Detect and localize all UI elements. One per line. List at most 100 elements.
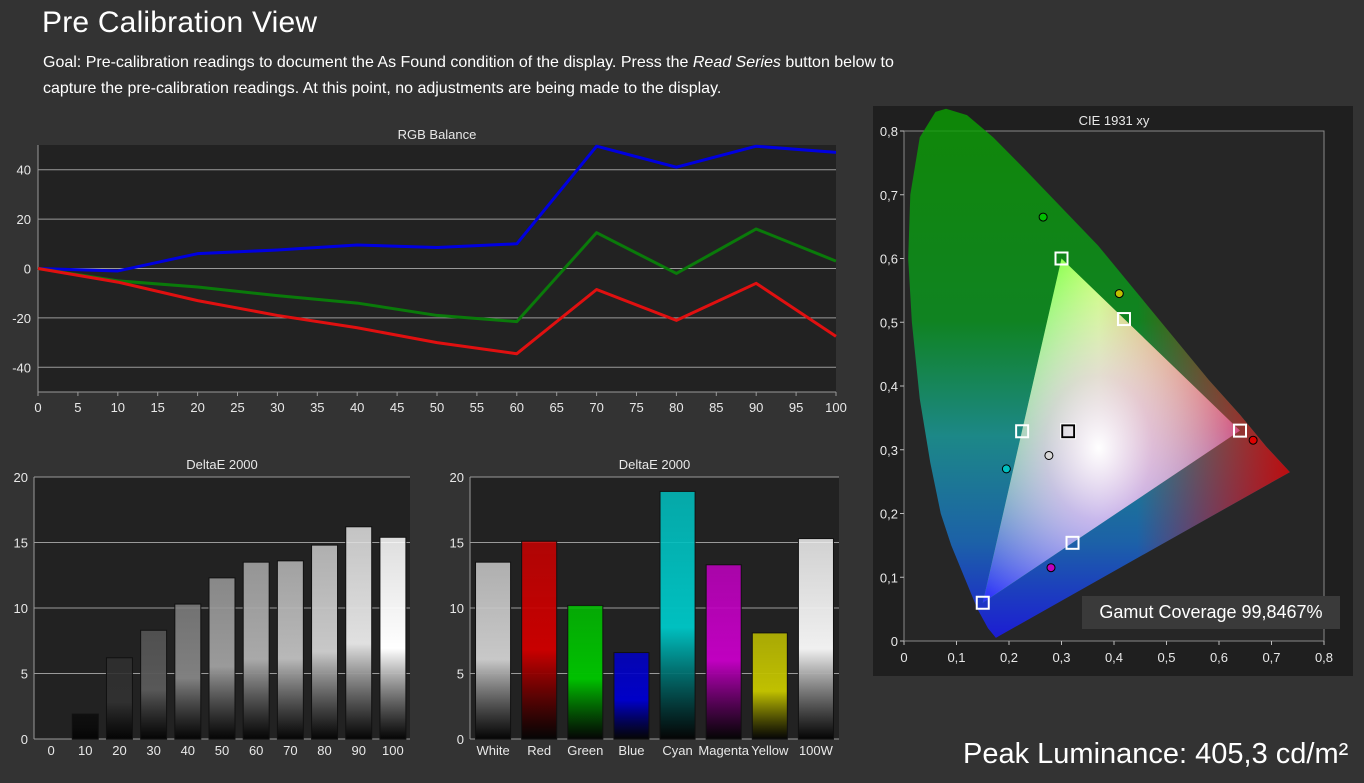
x-tick-label: 10 bbox=[111, 400, 125, 415]
bar-40 bbox=[174, 603, 202, 740]
series-line-0 bbox=[37, 144, 837, 273]
x-tick-label: 90 bbox=[749, 400, 763, 415]
target-marker bbox=[975, 595, 990, 610]
y-tick-label: 0,8 bbox=[880, 124, 898, 139]
x-tick-label: 0,1 bbox=[947, 650, 965, 665]
bar-green bbox=[567, 604, 604, 740]
target-marker bbox=[1015, 424, 1030, 439]
y-tick-label: 0 bbox=[24, 262, 31, 277]
series-line-1 bbox=[37, 227, 837, 324]
x-tick-label: 70 bbox=[283, 743, 297, 758]
bar-white bbox=[475, 561, 512, 740]
x-tick-label: 40 bbox=[181, 743, 195, 758]
x-tick-label: Red bbox=[527, 743, 551, 758]
y-tick-label: 0,1 bbox=[880, 570, 898, 585]
measured-point bbox=[1114, 289, 1124, 299]
target-marker bbox=[1061, 424, 1076, 439]
gamut-triangle-white bbox=[982, 258, 1240, 603]
gamut-coverage-label: Gamut Coverage 99,8467% bbox=[1082, 596, 1340, 629]
bar-blue bbox=[613, 652, 650, 740]
bar-magenta bbox=[705, 564, 742, 740]
goal-text-pre: Goal: Pre-calibration readings to docume… bbox=[43, 54, 693, 71]
deltae-color-chart: DeltaE 2000 20 15 10 5 0 White Red Green Blue Cyan… bbox=[450, 457, 839, 758]
x-tick-label: 0,8 bbox=[1315, 650, 1333, 665]
y-tick-label: 20 bbox=[14, 470, 28, 485]
x-tick-label: 55 bbox=[470, 400, 484, 415]
x-tick-label: 100 bbox=[825, 400, 847, 415]
measured-point bbox=[1038, 212, 1048, 222]
bar-30 bbox=[140, 629, 168, 740]
peak-luminance-label: Peak Luminance: 405,3 cd/m² bbox=[963, 738, 1349, 770]
bar-yellow bbox=[751, 632, 788, 740]
y-tick-label: 20 bbox=[450, 470, 464, 485]
x-tick-label: 0,7 bbox=[1262, 650, 1280, 665]
x-tick-label: 50 bbox=[215, 743, 229, 758]
target-marker bbox=[1054, 251, 1069, 266]
x-tick-label: 30 bbox=[146, 743, 160, 758]
x-tick-label: 60 bbox=[249, 743, 263, 758]
x-tick-label: Green bbox=[567, 743, 603, 758]
y-tick-label: 5 bbox=[457, 667, 464, 682]
target-marker-outline bbox=[1060, 423, 1077, 440]
y-tick-label: 10 bbox=[450, 601, 464, 616]
y-tick-label: -20 bbox=[12, 311, 31, 326]
measured-point bbox=[1248, 435, 1258, 445]
x-tick-label: Yellow bbox=[751, 743, 789, 758]
y-tick-label: 0,4 bbox=[880, 379, 898, 394]
x-tick-label: 65 bbox=[549, 400, 563, 415]
x-tick-label: 35 bbox=[310, 400, 324, 415]
chart-title: DeltaE 2000 bbox=[619, 457, 691, 472]
bar-100w bbox=[797, 538, 834, 740]
y-tick-label: 5 bbox=[21, 667, 28, 682]
x-tick-label: 40 bbox=[350, 400, 364, 415]
bar-100 bbox=[379, 536, 407, 740]
chart-title: DeltaE 2000 bbox=[186, 457, 258, 472]
bar-20 bbox=[105, 657, 133, 740]
x-tick-label: 95 bbox=[789, 400, 803, 415]
y-tick-label: 0,5 bbox=[880, 315, 898, 330]
y-tick-label: 0 bbox=[891, 634, 898, 649]
x-tick-label: 60 bbox=[510, 400, 524, 415]
y-tick-label: 0 bbox=[457, 732, 464, 747]
x-tick-label: 5 bbox=[74, 400, 81, 415]
bar-50 bbox=[208, 577, 236, 740]
y-tick-label: 20 bbox=[17, 212, 31, 227]
bar-60 bbox=[242, 561, 270, 740]
x-tick-label: 0 bbox=[47, 743, 54, 758]
x-tick-label: 80 bbox=[317, 743, 331, 758]
y-tick-label: 0,6 bbox=[880, 252, 898, 267]
x-tick-label: 85 bbox=[709, 400, 723, 415]
target-marker bbox=[1116, 312, 1131, 327]
goal-description: Goal: Pre-calibration readings to docume… bbox=[43, 50, 923, 102]
x-tick-label: 25 bbox=[230, 400, 244, 415]
y-tick-label: 15 bbox=[14, 536, 28, 551]
measured-point bbox=[1001, 464, 1011, 474]
goal-text-post: button below to capture the pre-calibrat… bbox=[43, 54, 894, 97]
x-tick-label: Cyan bbox=[662, 743, 692, 758]
x-tick-label: 100 bbox=[382, 743, 404, 758]
bar-80 bbox=[311, 544, 339, 740]
x-tick-label: 80 bbox=[669, 400, 683, 415]
x-tick-label: Magenta bbox=[698, 743, 749, 758]
x-tick-label: 0,6 bbox=[1210, 650, 1228, 665]
y-tick-label: 0,7 bbox=[880, 188, 898, 203]
chart-title: CIE 1931 xy bbox=[1079, 113, 1150, 128]
y-tick-label: 15 bbox=[450, 536, 464, 551]
x-tick-label: 75 bbox=[629, 400, 643, 415]
bar-90 bbox=[345, 526, 373, 740]
x-tick-label: 0 bbox=[900, 650, 907, 665]
cie-panel: CIE 1931 xy 0,8 0,7 0,6 0,5 0,4 0,3 0,2 0,1 0 0 0,1… bbox=[873, 106, 1353, 676]
cie-1931-chart: CIE 1931 xy 0,8 0,7 0,6 0,5 0,4 0,3 0,2 0,1 00 0,1… bbox=[880, 108, 1333, 665]
x-tick-label: 100W bbox=[799, 743, 834, 758]
x-tick-label: 0,2 bbox=[1000, 650, 1018, 665]
y-tick-label: -40 bbox=[12, 360, 31, 375]
x-tick-label: Blue bbox=[618, 743, 644, 758]
y-tick-label: 10 bbox=[14, 601, 28, 616]
bar-cyan bbox=[659, 490, 696, 740]
x-tick-label: 0,5 bbox=[1157, 650, 1175, 665]
x-tick-label: 10 bbox=[78, 743, 92, 758]
x-tick-label: 0,4 bbox=[1105, 650, 1123, 665]
x-tick-label: 15 bbox=[150, 400, 164, 415]
x-tick-label: White bbox=[476, 743, 509, 758]
